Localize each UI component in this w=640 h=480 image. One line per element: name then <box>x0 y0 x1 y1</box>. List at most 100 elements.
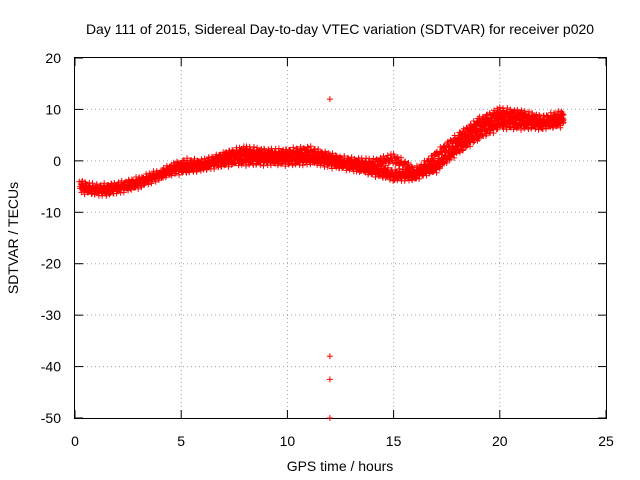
data-point <box>411 172 418 179</box>
data-point <box>372 174 379 181</box>
data-point <box>345 155 352 162</box>
data-point <box>383 173 390 180</box>
data-point <box>200 166 207 173</box>
data-point <box>365 163 372 170</box>
data-point <box>384 152 391 159</box>
data-point <box>467 143 474 150</box>
data-point <box>437 144 444 151</box>
data-point <box>93 182 100 189</box>
data-point <box>79 181 86 188</box>
data-point <box>429 155 436 162</box>
y-tick-label: -40 <box>41 359 61 375</box>
y-tick-labels: -50 -40 -30 -20 -10 0 10 20 <box>41 50 61 426</box>
data-point <box>295 153 302 160</box>
x-tick-label: 5 <box>177 433 185 449</box>
data-point <box>560 111 567 118</box>
data-point <box>83 182 90 189</box>
data-point <box>451 151 458 158</box>
data-point <box>426 170 433 177</box>
data-point <box>248 153 255 160</box>
data-point <box>440 143 447 150</box>
data-point <box>148 180 155 187</box>
data-point <box>478 128 485 135</box>
data-point <box>273 153 280 160</box>
data-point <box>287 147 294 154</box>
data-point <box>82 185 89 192</box>
data-point <box>218 163 225 170</box>
data-point <box>515 112 522 119</box>
data-point <box>353 163 360 170</box>
y-tick-label: 0 <box>53 153 61 169</box>
data-point <box>242 162 249 169</box>
data-point <box>86 183 93 190</box>
data-point <box>560 119 567 126</box>
data-point <box>447 152 454 159</box>
data-point <box>382 162 389 169</box>
y-axis-label: SDTVAR / TECUs <box>5 182 21 294</box>
outlier-point <box>326 353 333 360</box>
data-point <box>380 153 387 160</box>
data-point <box>470 117 477 124</box>
data-point <box>101 183 108 190</box>
data-point <box>382 168 389 175</box>
data-point <box>523 120 530 127</box>
data-point <box>396 168 403 175</box>
data-point <box>444 156 451 163</box>
data-point <box>311 159 318 166</box>
data-point <box>493 122 500 129</box>
data-point <box>464 128 471 135</box>
data-point <box>483 130 490 137</box>
data-point <box>106 191 113 198</box>
y-tick-label: -50 <box>41 410 61 426</box>
data-point <box>535 124 542 131</box>
data-point <box>542 125 549 132</box>
data-point <box>222 161 229 168</box>
x-tick-label: 25 <box>598 433 614 449</box>
data-point <box>436 165 443 172</box>
data-point <box>228 161 235 168</box>
data-point <box>417 163 424 170</box>
data-point <box>88 190 95 197</box>
data-point <box>559 115 566 122</box>
data-point <box>379 160 386 167</box>
data-point <box>231 154 238 161</box>
data-point <box>368 164 375 171</box>
data-point <box>115 181 122 188</box>
data-point <box>496 104 503 111</box>
data-point <box>455 143 462 150</box>
data-point <box>503 119 510 126</box>
data-point <box>127 185 134 192</box>
data-point <box>386 158 393 165</box>
data-point <box>108 183 115 190</box>
data-point <box>289 162 296 169</box>
data-point <box>430 157 437 164</box>
data-point <box>403 166 410 173</box>
data-point <box>433 169 440 176</box>
data-point <box>297 146 304 153</box>
data-point <box>211 162 218 169</box>
x-tick-label: 10 <box>280 433 296 449</box>
data-point <box>459 147 466 154</box>
data-point <box>172 170 179 177</box>
data-point <box>203 165 210 172</box>
data-point <box>469 132 476 139</box>
data-point <box>459 141 466 148</box>
data-point <box>413 162 420 169</box>
data-point <box>145 178 152 185</box>
data-point <box>228 154 235 161</box>
data-point <box>170 163 177 170</box>
data-point <box>336 153 343 160</box>
data-point <box>467 135 474 142</box>
data-point <box>250 144 257 151</box>
data-point <box>504 105 511 112</box>
data-point <box>518 126 525 133</box>
data-point <box>390 160 397 167</box>
y-tick-label: -10 <box>41 204 61 220</box>
data-point <box>428 163 435 170</box>
data-point <box>184 155 191 162</box>
data-point <box>394 175 401 182</box>
data-point <box>402 158 409 165</box>
data-point <box>470 133 477 140</box>
data-point <box>193 168 200 175</box>
data-point <box>261 145 268 152</box>
